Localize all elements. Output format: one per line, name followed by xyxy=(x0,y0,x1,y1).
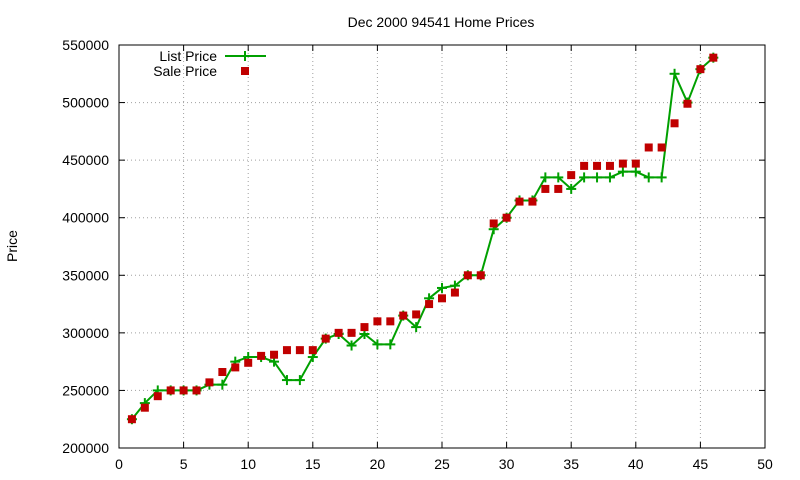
data-point-list-price xyxy=(592,172,603,183)
legend-marker-sale-price xyxy=(241,67,249,75)
data-point-sale-price xyxy=(696,65,705,74)
data-point-sale-price xyxy=(218,368,227,377)
data-point-list-price xyxy=(656,172,667,183)
data-point-sale-price xyxy=(502,213,511,222)
data-point-sale-price xyxy=(231,363,240,372)
x-tick-label: 25 xyxy=(434,456,450,472)
data-point-sale-price xyxy=(295,346,304,355)
plot-frame xyxy=(118,44,766,449)
y-tick-label: 500000 xyxy=(62,95,109,111)
x-tick-label: 0 xyxy=(115,456,123,472)
data-point-sale-price xyxy=(425,300,434,309)
data-point-list-price xyxy=(281,375,292,386)
x-tick-label: 10 xyxy=(240,456,256,472)
tick-labels: 0 5 10 15 20 25 30 35 40 45 50 200000 250000 300000 35… xyxy=(62,37,773,472)
data-point-sale-price xyxy=(528,197,537,206)
series-layer xyxy=(126,52,719,425)
data-point-sale-price xyxy=(399,311,408,320)
data-point-sale-price xyxy=(463,271,472,280)
data-point-sale-price xyxy=(179,386,188,395)
data-point-sale-price xyxy=(205,378,214,387)
data-point-sale-price xyxy=(605,161,614,170)
data-point-sale-price xyxy=(541,184,550,193)
y-axis-label: Price xyxy=(4,230,20,262)
x-tick-label: 15 xyxy=(305,456,321,472)
data-point-sale-price xyxy=(153,392,162,401)
data-point-list-price xyxy=(643,172,654,183)
data-point-list-price xyxy=(540,172,551,183)
data-point-list-price xyxy=(385,339,396,350)
grid xyxy=(119,45,765,448)
chart-title: Dec 2000 94541 Home Prices xyxy=(348,14,535,30)
data-point-sale-price xyxy=(347,328,356,337)
data-point-sale-price xyxy=(554,184,563,193)
data-point-sale-price xyxy=(360,323,369,332)
legend-label-sale-price: Sale Price xyxy=(153,63,217,79)
y-tick-label: 350000 xyxy=(62,267,109,283)
data-point-sale-price xyxy=(709,53,718,62)
data-point-sale-price xyxy=(386,317,395,326)
y-tick-label: 300000 xyxy=(62,325,109,341)
data-point-sale-price xyxy=(192,386,201,395)
legend-label-list-price: List Price xyxy=(159,48,217,64)
data-point-sale-price xyxy=(244,358,253,367)
data-point-sale-price xyxy=(140,403,149,412)
data-point-sale-price xyxy=(489,219,498,228)
data-point-sale-price xyxy=(580,161,589,170)
data-point-sale-price xyxy=(334,328,343,337)
data-point-list-price xyxy=(553,172,564,183)
x-tick-label: 20 xyxy=(370,456,386,472)
data-point-sale-price xyxy=(618,159,627,168)
x-tick-label: 50 xyxy=(757,456,773,472)
data-point-sale-price xyxy=(593,161,602,170)
data-point-list-price xyxy=(579,172,590,183)
data-point-list-price xyxy=(217,379,228,390)
data-point-sale-price xyxy=(515,197,524,206)
data-point-list-price xyxy=(566,183,577,194)
data-point-list-price xyxy=(617,166,628,177)
x-tick-label: 40 xyxy=(628,456,644,472)
x-tick-label: 35 xyxy=(563,456,579,472)
data-point-sale-price xyxy=(631,159,640,168)
data-point-sale-price xyxy=(321,334,330,343)
legend-marker-list-price xyxy=(240,51,250,61)
data-point-sale-price xyxy=(567,171,576,180)
data-point-sale-price xyxy=(657,143,666,152)
data-point-list-price xyxy=(630,166,641,177)
data-point-sale-price xyxy=(127,415,136,424)
data-point-list-price xyxy=(294,375,305,386)
data-point-list-price xyxy=(669,68,680,79)
y-tick-label: 250000 xyxy=(62,382,109,398)
data-point-list-price xyxy=(437,282,447,293)
data-point-sale-price xyxy=(683,99,692,108)
data-point-sale-price xyxy=(644,143,653,152)
data-point-sale-price xyxy=(412,310,421,319)
x-tick-label: 5 xyxy=(180,456,188,472)
series-line-list-price xyxy=(131,56,714,420)
data-point-list-price xyxy=(411,322,422,333)
data-point-list-price xyxy=(372,339,383,350)
data-point-list-price xyxy=(604,172,615,183)
x-tick-label: 45 xyxy=(693,456,709,472)
data-point-sale-price xyxy=(373,317,382,326)
legend: List Price Sale Price xyxy=(153,48,266,79)
data-point-sale-price xyxy=(438,294,446,303)
y-tick-label: 550000 xyxy=(62,37,109,53)
data-point-sale-price xyxy=(450,288,459,297)
data-point-list-price xyxy=(346,340,357,351)
y-tick-label: 200000 xyxy=(62,440,109,456)
data-point-sale-price xyxy=(166,386,175,395)
y-tick-label: 400000 xyxy=(62,210,109,226)
data-point-sale-price xyxy=(270,350,279,359)
data-point-sale-price xyxy=(257,351,266,360)
data-point-sale-price xyxy=(670,119,679,128)
data-point-sale-price xyxy=(476,271,485,280)
data-point-sale-price xyxy=(308,346,317,355)
y-tick-label: 450000 xyxy=(62,152,109,168)
data-point-sale-price xyxy=(282,346,291,355)
x-tick-label: 30 xyxy=(499,456,515,472)
